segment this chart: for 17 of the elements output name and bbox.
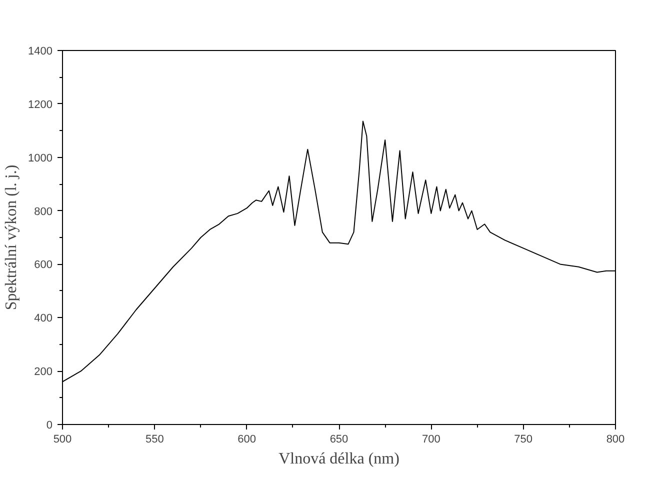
x-tick-label: 750 (514, 434, 533, 446)
y-tick-label: 1400 (28, 46, 53, 58)
y-tick-label: 1000 (28, 152, 53, 164)
x-tick-label: 550 (145, 434, 164, 446)
x-tick-label: 500 (53, 434, 72, 446)
y-tick-label: 200 (34, 366, 53, 378)
x-axis-title: Vlnová délka (nm) (278, 450, 400, 468)
x-tick-label: 800 (606, 434, 625, 446)
y-tick-label: 0 (46, 420, 53, 432)
y-axis-title: Spektrální výkon (l. j.) (3, 164, 20, 310)
y-tick-label: 1200 (28, 98, 53, 111)
x-tick-label: 700 (422, 434, 440, 446)
y-tick-label: 600 (34, 259, 53, 272)
x-tick-label: 650 (330, 434, 348, 446)
y-tick-label: 400 (34, 312, 53, 325)
y-tick-label: 800 (34, 206, 53, 218)
x-tick-label: 600 (238, 434, 256, 446)
